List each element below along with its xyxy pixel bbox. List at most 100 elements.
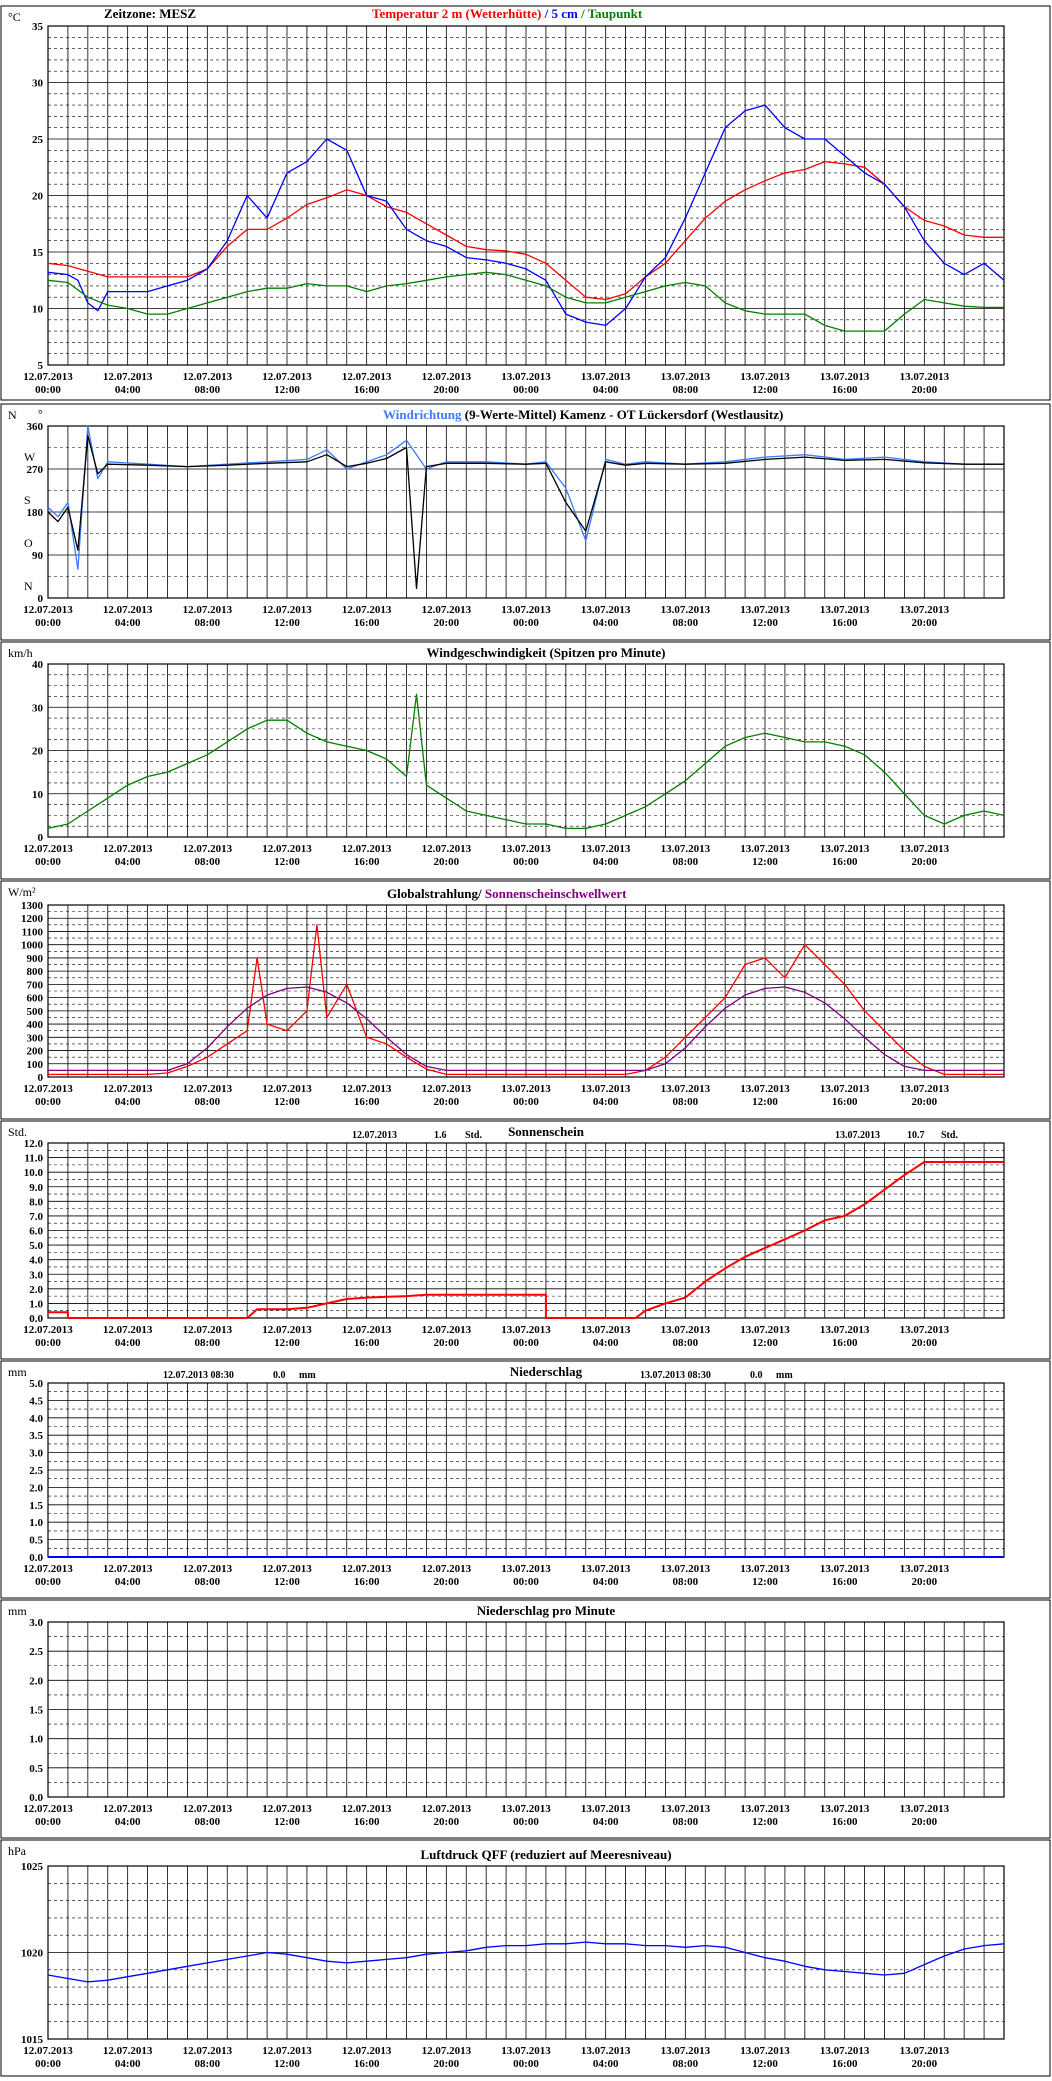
x-tick-time: 08:00 <box>194 1337 220 1349</box>
x-tick-date: 12.07.2013 <box>23 1803 73 1815</box>
y-tick-label: 30 <box>32 78 44 90</box>
x-tick-time: 08:00 <box>672 1337 698 1349</box>
y-tick-label: 1.0 <box>29 1298 43 1310</box>
plot-area <box>47 1142 1005 1319</box>
x-tick-date: 13.07.2013 <box>740 1803 790 1815</box>
x-tick-time: 12:00 <box>274 1337 300 1349</box>
x-tick-time: 16:00 <box>832 384 858 396</box>
chart-title: Windgeschwindigkeit (Spitzen pro Minute) <box>427 645 666 660</box>
x-tick-time: 08:00 <box>194 384 220 396</box>
x-tick-time: 00:00 <box>513 1576 539 1588</box>
y-tick-label: 90 <box>32 550 44 562</box>
y-tick-label: 0.0 <box>29 1792 43 1804</box>
timezone-label: Zeitzone: MESZ <box>104 6 196 21</box>
x-tick-date: 12.07.2013 <box>23 1083 73 1095</box>
unit-label: N <box>8 408 17 422</box>
annotation-date: 12.07.2013 <box>352 1130 397 1141</box>
chart-title: Temperatur 2 m (Wetterhütte) / 5 cm / Ta… <box>372 6 643 21</box>
grid <box>47 904 1005 1078</box>
grid <box>47 425 1005 599</box>
x-tick-time: 20:00 <box>911 1576 937 1588</box>
unit-label: W/m² <box>8 885 36 899</box>
y-tick-label: 400 <box>27 1019 44 1031</box>
x-tick-date: 12.07.2013 <box>342 843 392 855</box>
y-tick-label: 1020 <box>21 1948 44 1960</box>
series-line-1 <box>47 434 1004 590</box>
x-tick-time: 00:00 <box>35 1096 61 1108</box>
x-tick-date: 12.07.2013 <box>103 2045 153 2057</box>
x-tick-date: 12.07.2013 <box>422 1083 472 1095</box>
x-tick-time: 20:00 <box>433 1576 459 1588</box>
x-tick-date: 13.07.2013 <box>501 1324 551 1336</box>
x-tick-date: 13.07.2013 <box>501 1803 551 1815</box>
x-tick-date: 12.07.2013 <box>262 1803 312 1815</box>
x-tick-time: 20:00 <box>433 856 459 868</box>
x-tick-date: 13.07.2013 <box>820 1083 870 1095</box>
y-tick-label: 40 <box>32 659 44 671</box>
x-tick-time: 00:00 <box>513 1096 539 1108</box>
x-tick-date: 12.07.2013 <box>342 604 392 616</box>
panel-frame <box>0 403 1051 641</box>
x-tick-date: 12.07.2013 <box>262 1324 312 1336</box>
y-tick-label: 0 <box>38 593 44 605</box>
x-tick-time: 16:00 <box>832 1576 858 1588</box>
x-tick-date: 12.07.2013 <box>183 1324 233 1336</box>
x-tick-date: 13.07.2013 <box>740 604 790 616</box>
y-tick-label: 800 <box>27 966 44 978</box>
y-tick-label: 1015 <box>21 2034 44 2046</box>
x-tick-date: 13.07.2013 <box>501 371 551 383</box>
y-tick-label: 270 <box>27 464 44 476</box>
x-tick-date: 12.07.2013 <box>183 843 233 855</box>
x-tick-time: 20:00 <box>433 1816 459 1828</box>
chart-precipitation-per-minute: 0.00.51.01.52.02.53.012.07.201300:0012.0… <box>0 1599 1051 1839</box>
x-tick-date: 13.07.2013 <box>900 1803 950 1815</box>
x-tick-date: 12.07.2013 <box>183 604 233 616</box>
x-tick-date: 13.07.2013 <box>661 1324 711 1336</box>
x-tick-date: 13.07.2013 <box>900 2045 950 2057</box>
title-part: Sonnenscheinschwellwert <box>485 886 627 901</box>
x-tick-time: 20:00 <box>433 1337 459 1349</box>
x-tick-time: 00:00 <box>35 1816 61 1828</box>
plot-area <box>47 663 1005 838</box>
annotation-unit: Std. <box>941 1130 958 1141</box>
x-tick-time: 04:00 <box>593 856 619 868</box>
chart-temperature: 510152025303512.07.201300:0012.07.201304… <box>0 5 1051 401</box>
series-line-0 <box>47 1941 1005 1983</box>
x-tick-time: 12:00 <box>274 1816 300 1828</box>
x-tick-time: 20:00 <box>911 856 937 868</box>
x-tick-date: 12.07.2013 <box>23 2045 73 2057</box>
y-tick-label: 0.0 <box>29 1313 43 1325</box>
x-tick-date: 13.07.2013 <box>661 2045 711 2057</box>
x-tick-date: 13.07.2013 <box>820 2045 870 2057</box>
y-tick-label: 0 <box>38 1072 44 1084</box>
x-tick-date: 13.07.2013 <box>501 843 551 855</box>
panel-frame <box>0 880 1051 1120</box>
x-tick-date: 13.07.2013 <box>900 1563 950 1575</box>
x-tick-date: 12.07.2013 <box>342 2045 392 2057</box>
series-line-0 <box>48 1161 1004 1319</box>
x-tick-date: 13.07.2013 <box>581 1563 631 1575</box>
x-tick-date: 12.07.2013 <box>103 1563 153 1575</box>
x-tick-date: 13.07.2013 <box>501 1083 551 1095</box>
x-tick-time: 16:00 <box>354 1096 380 1108</box>
x-tick-time: 16:00 <box>354 1337 380 1349</box>
y-tick-label: 2.0 <box>29 1284 43 1296</box>
x-tick-date: 12.07.2013 <box>342 1083 392 1095</box>
y-tick-label: 600 <box>27 993 44 1005</box>
x-tick-time: 20:00 <box>911 1816 937 1828</box>
x-tick-date: 12.07.2013 <box>342 1563 392 1575</box>
x-tick-time: 04:00 <box>115 1337 141 1349</box>
x-tick-time: 12:00 <box>752 1816 778 1828</box>
x-tick-time: 00:00 <box>513 2058 539 2070</box>
x-tick-date: 13.07.2013 <box>820 843 870 855</box>
x-tick-time: 12:00 <box>274 617 300 629</box>
x-tick-date: 13.07.2013 <box>661 604 711 616</box>
x-tick-time: 12:00 <box>752 1337 778 1349</box>
x-tick-date: 12.07.2013 <box>262 1563 312 1575</box>
x-tick-time: 08:00 <box>672 1816 698 1828</box>
title-part: Temperatur 2 m (Wetterhütte) <box>372 6 541 21</box>
x-tick-date: 13.07.2013 <box>820 371 870 383</box>
x-tick-date: 12.07.2013 <box>422 843 472 855</box>
x-tick-time: 04:00 <box>115 1576 141 1588</box>
